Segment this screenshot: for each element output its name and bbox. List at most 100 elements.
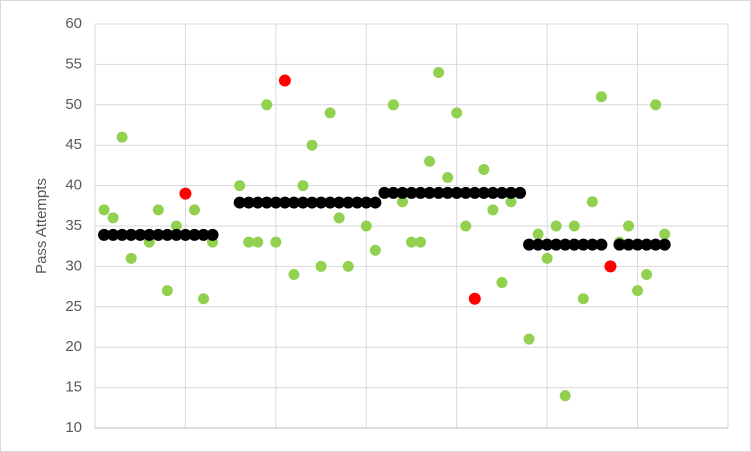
y-tick-label: 45 xyxy=(65,136,82,153)
point xyxy=(188,204,200,216)
point xyxy=(459,186,472,199)
y-tick-label: 20 xyxy=(65,338,82,355)
point xyxy=(315,260,327,272)
point xyxy=(468,186,481,199)
point xyxy=(496,277,508,289)
point xyxy=(170,228,183,241)
point xyxy=(450,186,463,199)
point xyxy=(622,238,635,251)
point xyxy=(477,186,490,199)
point xyxy=(278,74,291,87)
point xyxy=(387,186,400,199)
point xyxy=(342,260,354,272)
point xyxy=(406,236,417,248)
y-tick-label: 55 xyxy=(65,55,82,72)
point xyxy=(369,244,381,256)
point xyxy=(568,220,580,232)
y-tick-label: 50 xyxy=(65,96,82,113)
point xyxy=(423,186,436,199)
point xyxy=(234,180,246,192)
point xyxy=(296,196,309,209)
point xyxy=(396,186,409,199)
point xyxy=(640,238,653,251)
point xyxy=(306,139,318,151)
point xyxy=(604,260,617,273)
point xyxy=(495,186,508,199)
point xyxy=(251,196,264,209)
y-tick-label: 35 xyxy=(65,217,82,234)
point xyxy=(242,196,255,209)
point xyxy=(523,333,535,345)
point xyxy=(415,236,427,248)
point xyxy=(424,155,436,167)
point xyxy=(577,238,590,251)
point xyxy=(125,252,137,264)
point xyxy=(198,293,210,305)
point xyxy=(179,187,192,200)
point xyxy=(541,252,553,264)
point xyxy=(261,99,273,111)
point xyxy=(179,228,192,241)
point xyxy=(577,293,589,305)
point xyxy=(523,238,536,251)
point xyxy=(586,238,599,251)
point xyxy=(287,196,300,209)
y-tick-label: 25 xyxy=(65,298,82,315)
point xyxy=(152,204,164,216)
point xyxy=(243,236,255,248)
point xyxy=(432,186,445,199)
point xyxy=(134,228,147,241)
point xyxy=(550,220,562,232)
point xyxy=(188,228,201,241)
point xyxy=(324,107,336,119)
point xyxy=(405,186,418,199)
point xyxy=(486,186,499,199)
point xyxy=(342,196,355,209)
point xyxy=(595,238,608,251)
point xyxy=(478,163,490,175)
point xyxy=(297,180,309,192)
point xyxy=(170,220,182,232)
point xyxy=(451,107,463,119)
point xyxy=(433,66,445,78)
point xyxy=(152,228,165,241)
point xyxy=(351,196,364,209)
point xyxy=(468,292,481,305)
point xyxy=(623,220,635,232)
point xyxy=(125,228,138,241)
point xyxy=(532,238,545,251)
point xyxy=(252,236,264,248)
point xyxy=(514,186,527,199)
point xyxy=(116,228,129,241)
y-tick-label: 30 xyxy=(65,257,82,274)
y-tick-label: 40 xyxy=(65,177,82,194)
point xyxy=(107,228,120,241)
point xyxy=(650,99,662,111)
point xyxy=(559,238,572,251)
point xyxy=(269,196,282,209)
point xyxy=(659,228,671,240)
point xyxy=(315,196,328,209)
point xyxy=(324,196,337,209)
point xyxy=(441,186,454,199)
point xyxy=(98,228,111,241)
point xyxy=(641,268,653,280)
point xyxy=(288,268,300,280)
point xyxy=(631,238,644,251)
point xyxy=(270,236,282,248)
point xyxy=(197,228,210,241)
point xyxy=(387,99,399,111)
point xyxy=(658,238,671,251)
point xyxy=(442,172,454,184)
point xyxy=(632,285,644,297)
point xyxy=(107,212,119,224)
point xyxy=(278,196,291,209)
point xyxy=(333,212,345,224)
point xyxy=(613,238,626,251)
point xyxy=(532,228,544,240)
point xyxy=(360,220,372,232)
point xyxy=(98,204,110,216)
point xyxy=(487,204,499,216)
point xyxy=(541,238,554,251)
